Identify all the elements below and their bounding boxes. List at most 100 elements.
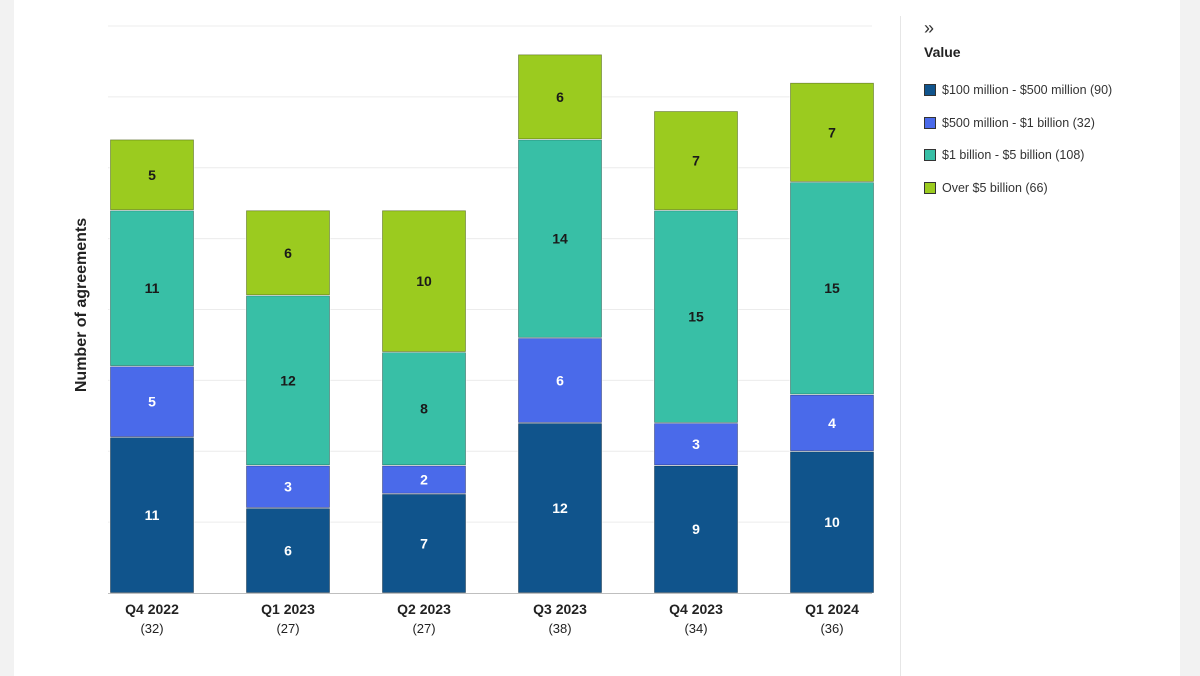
bar-segment-outline xyxy=(246,465,330,508)
bar-segment-outline xyxy=(382,465,466,494)
bar-segment[interactable] xyxy=(109,138,195,211)
data-label: 11 xyxy=(145,280,160,296)
bar-stack: 10 4 15 7 xyxy=(789,82,875,594)
legend-divider xyxy=(900,16,901,676)
data-label: 11 xyxy=(145,507,160,523)
x-tick-total: (32) xyxy=(140,621,163,636)
bar-segment-outline xyxy=(246,210,330,296)
data-label: 4 xyxy=(828,415,836,431)
bar-segment-outline xyxy=(518,139,602,338)
bar-segment[interactable] xyxy=(789,82,875,183)
bar-segment-outline xyxy=(246,508,330,593)
x-tick-total: (34) xyxy=(684,621,707,636)
legend-item-over-5b[interactable]: Over $5 billion (66) xyxy=(924,172,1164,205)
stacked-bar-chart: 11 5 11 5 6 3 12 6 7 2 8 10 12 6 14 6 9 3 15 7 10 4 15 7 Q4 202… xyxy=(73,25,875,636)
bar-stack: 6 3 12 6 xyxy=(245,209,331,594)
data-label: 6 xyxy=(556,89,564,105)
bar-segment[interactable] xyxy=(517,337,603,424)
bar-segment-outline xyxy=(790,182,874,395)
legend-swatch xyxy=(924,84,936,97)
bar-stack: 12 6 14 6 xyxy=(517,53,603,594)
bar-segment-outline xyxy=(518,337,602,423)
bar-segment-outline xyxy=(654,210,738,423)
bar-segment[interactable] xyxy=(789,181,875,395)
bar-segment-outline xyxy=(110,210,194,367)
x-tick-total: (38) xyxy=(548,621,571,636)
bar-segment-outline xyxy=(790,451,874,593)
bar-segment[interactable] xyxy=(109,436,195,594)
bar-segment[interactable] xyxy=(245,507,331,594)
bar-segment-outline xyxy=(518,422,602,593)
legend-item-label: Over $5 billion (66) xyxy=(942,180,1048,195)
data-label: 10 xyxy=(824,514,840,530)
bar-segment-outline xyxy=(110,366,194,437)
x-tick-label: Q4 2023 xyxy=(669,601,723,617)
bar-segment-outline xyxy=(654,111,738,211)
bar-segment-outline xyxy=(110,437,194,593)
bar-segment[interactable] xyxy=(381,351,467,466)
legend-item-label: $100 million - $500 million (90) xyxy=(942,83,1113,98)
bar-segment[interactable] xyxy=(653,110,739,211)
data-label: 7 xyxy=(692,153,700,169)
bar-segment-outline xyxy=(246,295,330,466)
bar-stack: 11 5 11 5 xyxy=(109,138,195,594)
bar-segment[interactable] xyxy=(381,465,467,495)
data-label: 12 xyxy=(280,372,296,388)
bar-segment[interactable] xyxy=(381,493,467,594)
data-label: 10 xyxy=(416,273,432,289)
data-label: 6 xyxy=(284,245,292,261)
legend-item-label: $500 million - $1 billion (32) xyxy=(942,115,1095,130)
bar-segment[interactable] xyxy=(245,294,331,466)
bar-segment[interactable] xyxy=(653,422,739,466)
legend-swatch xyxy=(924,116,936,129)
bar-segment[interactable] xyxy=(517,138,603,339)
x-tick-label: Q1 2024 xyxy=(805,601,859,617)
chart-card: 11 5 11 5 6 3 12 6 7 2 8 10 12 6 14 6 9 3 15 7 10 4 15 7 Q4 202… xyxy=(14,0,1180,676)
bar-segment-outline xyxy=(518,54,602,140)
bar-segment[interactable] xyxy=(517,53,603,140)
data-label: 7 xyxy=(420,535,428,551)
bar-segment[interactable] xyxy=(653,209,739,424)
bar-segment[interactable] xyxy=(789,394,875,452)
bar-segment[interactable] xyxy=(109,209,195,367)
bar-segment-outline xyxy=(382,493,466,593)
x-tick-label: Q4 2022 xyxy=(125,601,179,617)
bar-segment-outline xyxy=(654,422,738,466)
bar-segment[interactable] xyxy=(517,422,603,594)
legend-item-100m-500m[interactable]: $100 million - $500 million (90) xyxy=(924,74,1164,107)
bar-segment[interactable] xyxy=(245,465,331,509)
bar-segment[interactable] xyxy=(789,450,875,594)
bar-segment-outline xyxy=(654,465,738,593)
bar-segment[interactable] xyxy=(381,209,467,353)
x-tick-labels: Q4 2022 (32) Q1 2023 (27) Q2 2023 (27) Q3 2023… xyxy=(125,601,859,636)
data-label: 6 xyxy=(284,542,292,558)
x-tick-label: Q1 2023 xyxy=(261,601,315,617)
legend-title: Value xyxy=(924,44,961,60)
bar-segment[interactable] xyxy=(245,209,331,296)
x-tick-label: Q2 2023 xyxy=(397,601,451,617)
data-label: 12 xyxy=(552,500,568,516)
data-label: 9 xyxy=(692,521,700,537)
data-label: 14 xyxy=(552,231,568,247)
legend-panel: » Value $100 million - $500 million (90)… xyxy=(924,18,1164,204)
bar-segment-outline xyxy=(382,210,466,352)
data-label: 15 xyxy=(688,309,704,325)
legend-item-label: $1 billion - $5 billion (108) xyxy=(942,148,1085,163)
legend-items: $100 million - $500 million (90) $500 mi… xyxy=(924,74,1164,204)
bar-segment-outline xyxy=(790,82,874,182)
data-label: 2 xyxy=(420,472,428,488)
x-tick-total: (27) xyxy=(276,621,299,636)
data-label: 3 xyxy=(284,479,292,495)
bar-segment-outline xyxy=(382,352,466,466)
legend-item-500m-1b[interactable]: $500 million - $1 billion (32) xyxy=(924,107,1164,140)
data-label: 5 xyxy=(148,167,156,183)
x-tick-label: Q3 2023 xyxy=(533,601,587,617)
x-tick-total: (36) xyxy=(820,621,843,636)
legend-item-1b-5b[interactable]: $1 billion - $5 billion (108) xyxy=(924,139,1164,172)
bar-segment-outline xyxy=(790,394,874,452)
collapse-legend-icon[interactable]: » xyxy=(924,18,935,38)
bars: 11 5 11 5 6 3 12 6 7 2 8 10 12 6 14 6 9 3 15 7 10 4 15 7 xyxy=(109,53,875,594)
legend-swatch xyxy=(924,181,936,194)
y-axis-label: Number of agreements xyxy=(73,218,90,392)
bar-stack: 7 2 8 10 xyxy=(381,209,467,594)
